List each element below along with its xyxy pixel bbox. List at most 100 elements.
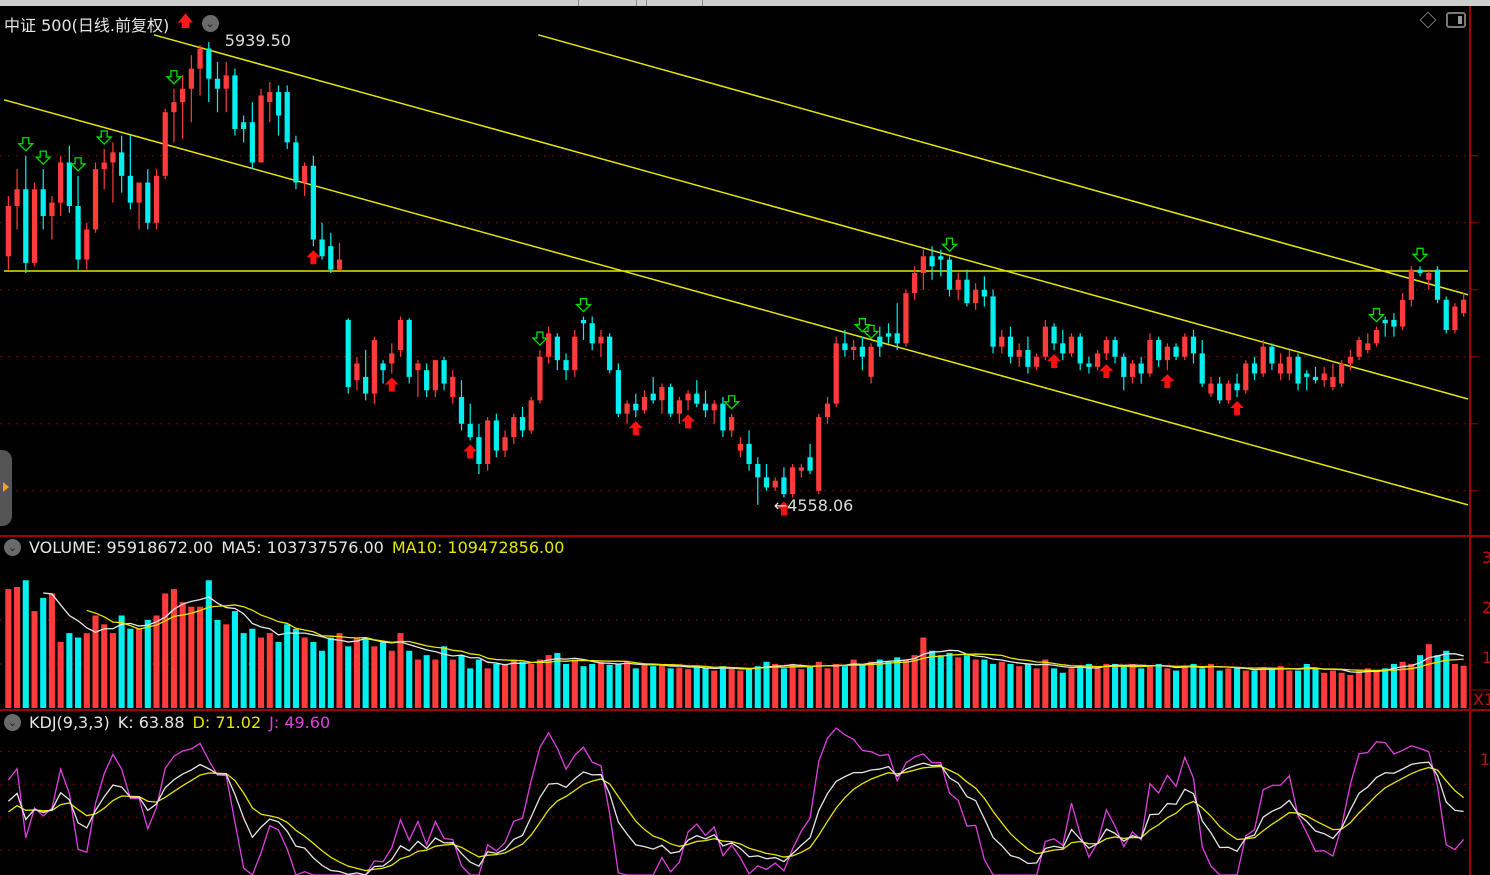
candle — [66, 145, 72, 213]
volume-bar — [1207, 663, 1214, 708]
volume-bar — [1164, 668, 1171, 708]
candle-body — [1408, 269, 1414, 300]
candle-body — [1304, 373, 1310, 377]
candle-body — [1295, 356, 1301, 384]
buy-signal-arrow-icon — [628, 421, 643, 436]
buy-signal-arrow-icon — [776, 501, 791, 516]
candle — [1339, 360, 1345, 387]
candle-body — [598, 336, 604, 344]
candle-body — [214, 78, 221, 89]
volume-bar — [1268, 668, 1275, 708]
candle-body — [1365, 343, 1371, 351]
candle-body — [345, 319, 351, 387]
candle-body — [1417, 269, 1423, 274]
candle-body — [720, 403, 726, 431]
volume-bar — [205, 580, 212, 708]
volume-bar — [441, 646, 448, 708]
candle-body — [1426, 273, 1432, 280]
candle-body — [145, 182, 151, 223]
candle-body — [781, 477, 787, 495]
candle-body — [363, 376, 369, 394]
candle — [458, 380, 465, 431]
buy-signal-arrow-icon — [1160, 374, 1175, 389]
candle-body — [424, 370, 430, 391]
candle — [1461, 293, 1467, 317]
chevron-down-icon[interactable]: ⌄ — [201, 15, 219, 32]
candle — [1164, 343, 1170, 371]
sell-signal-arrow-icon — [531, 331, 549, 346]
volume-bar — [641, 663, 648, 708]
volume-bar — [528, 663, 535, 708]
candle-body — [485, 420, 491, 464]
candle — [258, 88, 264, 163]
volume-bar — [31, 611, 38, 708]
candle — [633, 393, 639, 418]
candle — [1095, 350, 1101, 371]
sell-signal-arrow-icon — [165, 70, 183, 85]
candle — [955, 273, 961, 300]
candle-body — [929, 256, 935, 267]
candle-body — [737, 443, 743, 451]
volume-bar — [502, 663, 509, 708]
candle-body — [1269, 346, 1275, 364]
volume-bar — [458, 655, 465, 708]
volume-bar — [963, 655, 970, 708]
kdj-name: KDJ(9,3,3) — [29, 713, 110, 732]
candle — [894, 303, 900, 351]
top-toolbar-strip — [0, 0, 1490, 6]
candle — [241, 115, 247, 143]
candle — [1173, 343, 1179, 361]
candle — [737, 437, 743, 458]
diamond-icon[interactable] — [1419, 11, 1437, 29]
volume-bar — [83, 633, 90, 708]
candle — [197, 45, 203, 96]
candle-body — [1164, 346, 1170, 361]
candle-body — [1452, 306, 1458, 330]
candle-body — [964, 279, 970, 304]
candle — [1129, 360, 1136, 384]
volume-bar — [197, 606, 204, 708]
candle-body — [284, 92, 290, 143]
candle — [546, 326, 552, 364]
candle — [1356, 336, 1362, 361]
volume-bar — [362, 637, 369, 708]
candle-body — [990, 296, 996, 347]
candle — [702, 390, 709, 418]
candle — [397, 316, 404, 357]
volume-bar — [423, 655, 430, 708]
volume-bar — [406, 650, 413, 708]
candle — [1051, 323, 1057, 351]
volume-bar — [345, 646, 352, 708]
volume-bar — [371, 646, 378, 708]
volume-bar — [1251, 670, 1258, 708]
candle-body — [415, 363, 421, 371]
volume-bar — [1033, 668, 1040, 708]
volume-bar — [48, 593, 55, 708]
volume-bar — [66, 633, 73, 708]
candle-body — [572, 336, 578, 371]
candle — [1382, 316, 1388, 337]
volume-bar — [1443, 650, 1450, 708]
buy-signal-arrow-icon — [1047, 354, 1062, 369]
candle-body — [528, 400, 534, 431]
candle-body — [816, 417, 822, 491]
chevron-down-icon[interactable]: ⌄ — [4, 714, 21, 731]
panel-toggle-icon[interactable] — [1446, 12, 1466, 28]
candle-body — [563, 360, 569, 371]
candle-body — [40, 189, 46, 217]
volume-bar — [885, 661, 892, 708]
expand-sidebar-handle[interactable] — [0, 450, 12, 526]
candle-body — [946, 259, 953, 290]
volume-bar — [327, 637, 334, 708]
candle — [851, 340, 857, 361]
candle — [676, 396, 682, 424]
candle — [1408, 266, 1414, 307]
volume-bar — [101, 624, 108, 708]
candle-body — [1103, 340, 1109, 354]
candle — [650, 376, 656, 404]
candle-body — [1382, 319, 1388, 324]
chevron-down-icon[interactable]: ⌄ — [4, 539, 21, 556]
volume-ma10: MA10: 109472856.00 — [391, 538, 565, 557]
volume-bar — [746, 668, 753, 708]
